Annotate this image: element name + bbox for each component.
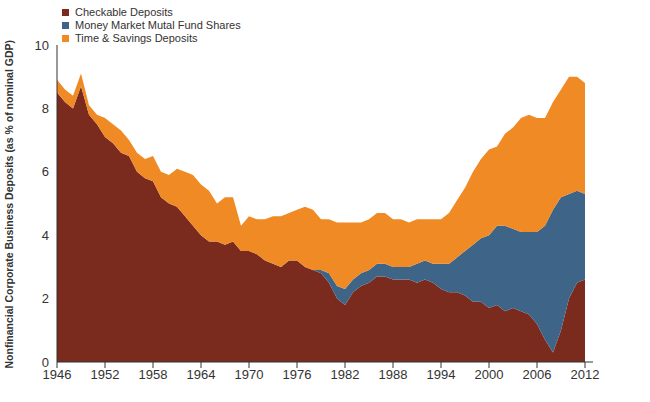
svg-text:1976: 1976 <box>283 367 312 382</box>
svg-text:1964: 1964 <box>187 367 216 382</box>
html-text:Checkable Deposits: Checkable Deposits <box>75 6 173 18</box>
svg-text:1952: 1952 <box>91 367 120 382</box>
svg-text:8: 8 <box>42 101 49 116</box>
svg-text:2000: 2000 <box>475 367 504 382</box>
svg-text:1958: 1958 <box>139 367 168 382</box>
svg-text:1994: 1994 <box>427 367 456 382</box>
svg-text:10: 10 <box>35 38 49 53</box>
svg-text:Nonfinancial Corporate Busines: Nonfinancial Corporate Business Deposits… <box>8 40 15 368</box>
svg-text:0: 0 <box>42 355 49 370</box>
svg-text:6: 6 <box>42 164 49 179</box>
svg-text:1946: 1946 <box>42 367 72 383</box>
svg-text:4: 4 <box>42 228 49 243</box>
svg-text:2006: 2006 <box>523 367 552 382</box>
svg-text:1970: 1970 <box>235 367 264 382</box>
svg-text:2: 2 <box>42 291 49 306</box>
html-text:Money Market Mutal Fund Shares: Money Market Mutal Fund Shares <box>75 19 241 31</box>
svg-text:2012: 2012 <box>571 367 600 382</box>
svg-text:1982: 1982 <box>331 367 360 382</box>
svg-text:1988: 1988 <box>379 367 408 382</box>
html-text:Time & Savings Deposits: Time & Savings Deposits <box>75 32 198 44</box>
